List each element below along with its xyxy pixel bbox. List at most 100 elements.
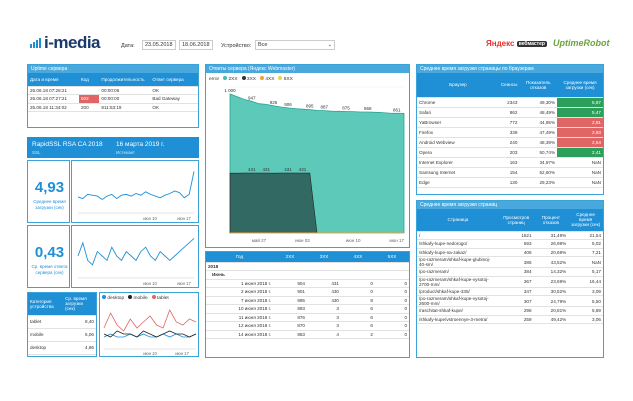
pages-views: 386 <box>498 256 534 268</box>
codes-header[interactable]: 5XX <box>374 252 409 263</box>
ssl-panel: RapidSSL RSA CA 2018 SSL 16 марта 2019 г… <box>27 137 199 158</box>
table-row: Android Webview 240 48,39% 2,54 <box>417 137 603 148</box>
pages-header[interactable]: Среднее время загрузки (сек) <box>568 209 603 232</box>
codes-2xx: 895 <box>272 296 307 305</box>
pages-time: NaN <box>568 256 603 268</box>
legend-tablet[interactable]: tablet <box>151 295 169 301</box>
browser-sessions: 772 <box>498 117 520 128</box>
browser-header[interactable]: Показатель отказов <box>519 73 558 98</box>
legend-desktop[interactable]: desktop <box>102 295 124 301</box>
tick-label: июн 17 <box>177 216 191 221</box>
pages-bounce: 20,81% <box>533 306 569 316</box>
sparkline-series <box>77 238 195 266</box>
uptime-date: 26.06.18 07:28:21 <box>28 86 79 95</box>
dot-icon <box>223 76 228 80</box>
browser-browser: Internet Explorer <box>417 157 499 168</box>
codes-date: 14 июня 2018 г. <box>206 330 273 339</box>
table-row[interactable]: Июнь <box>206 270 409 280</box>
pages-views: 384 <box>498 267 534 277</box>
table-row: 1 июня 2018 г. 904 431 0 0 <box>206 279 409 288</box>
uptime-header[interactable]: Продолжительность <box>99 73 151 87</box>
pages-time: 16,44 <box>568 276 603 288</box>
uptime-header[interactable]: Дата и время <box>28 73 79 87</box>
browser-bounce: 52,60% <box>519 167 558 178</box>
browser-sessions: 154 <box>498 167 520 178</box>
codes-header[interactable]: 4XX <box>340 252 375 263</box>
codes-header[interactable]: 2XX <box>272 252 307 263</box>
codes-4xx: 8 <box>340 296 375 305</box>
table-row: 14 июня 2018 г. 853 4 2 0 <box>206 330 409 339</box>
legend-5xx[interactable]: 5XX <box>278 76 293 82</box>
responses-chart-svg: 1 000 947 925 906 895 887 875 868 861 431 431 431 43… <box>224 86 405 243</box>
uptime-response: OK <box>150 86 198 95</box>
data-label-2xx: 868 <box>364 106 372 111</box>
codes-date: 12 июня 2018 г. <box>206 321 273 331</box>
browser-bounce: 44,95% <box>519 117 558 128</box>
legend-5xx-label: 5XX <box>283 77 293 82</box>
dot-icon <box>259 76 264 80</box>
codes-header[interactable]: 3XX <box>306 252 341 263</box>
browser-bounce: 48,49% <box>519 107 558 118</box>
browser-browser: Edge <box>417 177 499 188</box>
device-series-desktop <box>103 333 197 338</box>
browser-sessions: 862 <box>498 107 520 118</box>
device-table-panel: Категория устройства Ср. время загрузки … <box>27 292 97 357</box>
date-label: Дата: <box>121 43 135 49</box>
spark2-svg: июн 10 июн 17 <box>77 238 195 286</box>
table-row: 26.06.18 07:28:21 00:00:06 OK <box>28 86 198 95</box>
pages-header[interactable]: Просмотров страниц <box>498 209 534 232</box>
uptime-header[interactable]: Ответ сервера <box>150 73 198 87</box>
browser-time: 2,54 <box>557 137 603 148</box>
yandex-webmaster-logo: Яндекс вебмастер <box>486 39 547 48</box>
device-select[interactable]: Все ⌄ <box>255 40 335 50</box>
webmaster-badge: вебмастер <box>516 40 547 47</box>
codes-header[interactable]: Год <box>206 252 273 263</box>
browser-header[interactable]: Браузер <box>417 73 499 98</box>
tick-label: июн 10 <box>143 351 157 356</box>
table-row[interactable]: 2018 <box>206 262 409 271</box>
table-row: /1521 31,49% 21,54 <box>417 231 603 240</box>
table-row: Safari 862 48,49% 5,47 <box>417 107 603 118</box>
browser-header[interactable]: Сеансы <box>498 73 520 98</box>
legend-3xx[interactable]: 3XX <box>241 76 256 82</box>
pages-bounce: 24,79% <box>533 295 569 307</box>
browser-header[interactable]: Среднее время загрузки (сек) <box>557 73 603 98</box>
uptime-code-error: 502 <box>79 94 100 104</box>
table-row: /po-razmeram/shkaf-kupe-vysotoj-2600-mm/… <box>417 295 603 307</box>
legend-tablet-label: tablet <box>156 296 169 301</box>
spark1-svg: июн 10 июн 17 <box>77 171 195 221</box>
device-time: 8,40 <box>63 315 96 329</box>
uptime-code <box>79 86 100 95</box>
codes-2xx: 876 <box>272 313 307 322</box>
uptime-header[interactable]: Код <box>79 73 100 87</box>
date-from-value: 23.05.2018 <box>145 42 173 48</box>
device-select-value: Все <box>258 42 268 48</box>
legend-mobile[interactable]: mobile <box>128 295 148 301</box>
pages-time: 5,02 <box>568 239 603 249</box>
pages-header[interactable]: Страница <box>417 209 499 232</box>
legend-desktop-label: desktop <box>107 296 125 301</box>
date-from-input[interactable]: 23.05.2018 <box>142 40 176 50</box>
uptime-response: OK <box>150 103 198 112</box>
pages-title: Среднее время загрузки страниц <box>417 201 603 209</box>
ssl-issuer: SSL <box>32 150 41 155</box>
legend-4xx[interactable]: 4XX <box>259 76 274 82</box>
device-header[interactable]: Категория устройства <box>28 293 64 316</box>
table-row: 2 июня 2018 г. 901 430 0 0 <box>206 287 409 297</box>
pages-header[interactable]: Процент отказов <box>533 209 569 232</box>
codes-table: Год 2XX 3XX 4XX 5XX 2018 Июнь 1 июня 201… <box>206 252 409 339</box>
codes-date: 11 июня 2018 г. <box>206 313 273 322</box>
tick-label: июн 10 <box>143 281 157 286</box>
browser-time: 2,93 <box>557 127 603 138</box>
date-to-input[interactable]: 18.06.2018 <box>179 40 213 50</box>
device-header[interactable]: Ср. время загрузки (сек) <box>63 293 96 316</box>
pages-page: /po-razmeram/shkaf-kupe-vysotoj-2600-mm/ <box>417 295 499 307</box>
tick-label: май 27 <box>252 237 267 243</box>
pages-time: 7,21 <box>568 248 603 257</box>
pages-bounce: 43,52% <box>533 256 569 268</box>
yandex-text: Яндекс <box>486 39 515 48</box>
kpi-response-time-card: 0,43 Ср. время ответа сервера (сек) <box>27 225 70 288</box>
tick-label: июн 10 <box>143 216 157 221</box>
legend-2xx[interactable]: 2XX <box>223 76 238 82</box>
table-row: Internet Explorer 163 34,97% NaN <box>417 157 603 168</box>
